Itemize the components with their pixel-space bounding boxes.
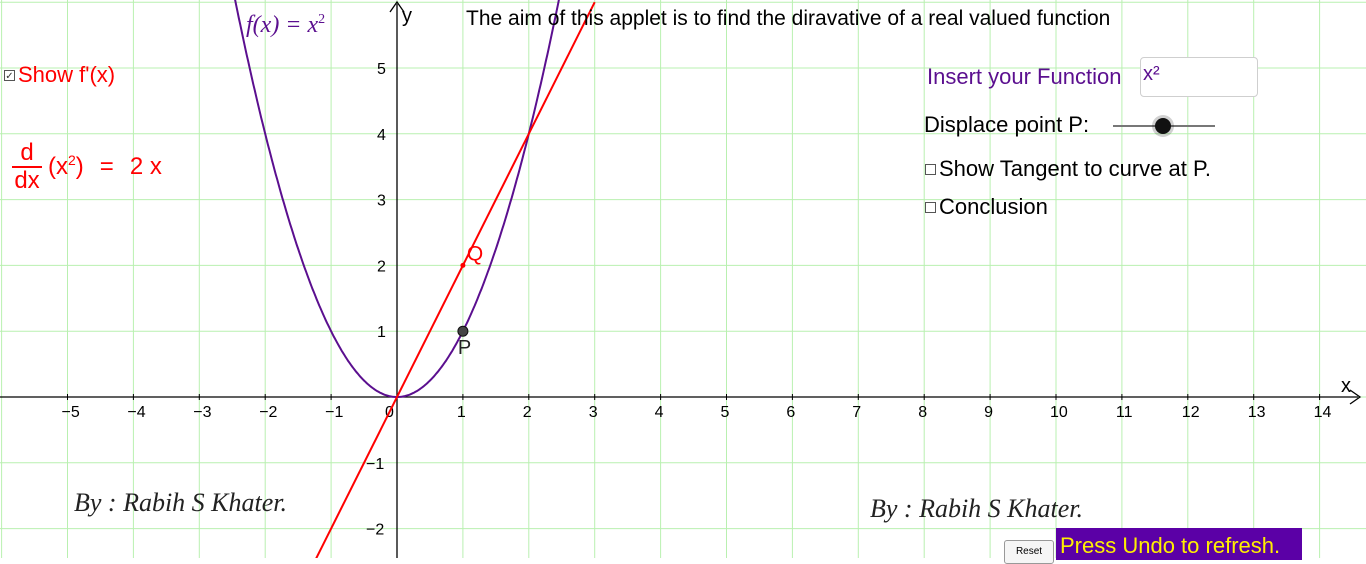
x-tick-label: −2 xyxy=(259,404,277,421)
tick-labels: −5−4−3−2−10123456789101112131412345−1−2 xyxy=(62,61,1332,539)
function-title-text: f(x) = x xyxy=(246,12,319,38)
point-p[interactable] xyxy=(457,325,469,337)
aim-text: The aim of this applet is to find the di… xyxy=(466,7,1111,30)
x-tick-label: 10 xyxy=(1050,404,1068,421)
insert-function-label: Insert your Function xyxy=(927,64,1122,89)
y-tick-label: −1 xyxy=(366,456,384,473)
byline-right: By : Rabih S Khater. xyxy=(870,494,1084,523)
conclusion-checkbox[interactable]: Conclusion xyxy=(925,194,1048,220)
derivative-numerator: d xyxy=(20,139,34,166)
show-tangent-label: Show Tangent to curve at P. xyxy=(939,156,1211,181)
point-q[interactable] xyxy=(460,262,466,268)
checkbox-unchecked-icon[interactable] xyxy=(925,201,936,213)
x-tick-label: −5 xyxy=(62,404,80,421)
y-tick-label: 3 xyxy=(377,193,386,210)
function-input[interactable]: x² xyxy=(1140,57,1258,97)
derivative-expression: d dx (x2) = 2 x xyxy=(12,140,162,194)
y-tick-label: −2 xyxy=(366,522,384,539)
point-q-label: Q xyxy=(467,242,483,265)
x-axis-label: x xyxy=(1341,375,1351,397)
x-axis-arrow xyxy=(1349,389,1362,405)
x-tick-label: 2 xyxy=(523,404,532,421)
slider-handle[interactable] xyxy=(1155,118,1171,134)
function-title-exponent: 2 xyxy=(318,12,326,27)
x-tick-label: 9 xyxy=(984,404,993,421)
derivative-result: 2 x xyxy=(129,152,162,180)
y-tick-label: 4 xyxy=(377,127,386,144)
y-tick-label: 2 xyxy=(377,258,386,275)
reset-button[interactable]: Reset xyxy=(1004,540,1054,564)
x-tick-label: 8 xyxy=(918,404,927,421)
derivative-argument-exponent: 2 xyxy=(68,152,76,169)
x-tick-label: −1 xyxy=(325,404,343,421)
point-p-label: P xyxy=(458,337,471,359)
x-tick-label: 6 xyxy=(786,404,795,421)
x-tick-label: 3 xyxy=(589,404,598,421)
derivative-denominator: dx xyxy=(14,166,40,194)
derivative-operator: d dx xyxy=(12,140,42,194)
tangent-line[interactable] xyxy=(315,1,596,558)
function-title: f(x) = x2 xyxy=(246,12,325,39)
y-tick-label: 1 xyxy=(377,324,386,341)
x-tick-label: 11 xyxy=(1116,404,1133,421)
x-tick-label: 7 xyxy=(852,404,861,421)
x-tick-label: 13 xyxy=(1248,404,1266,421)
x-tick-label: 14 xyxy=(1314,404,1332,421)
x-tick-label: −4 xyxy=(127,404,145,421)
fraction-bar xyxy=(12,166,42,168)
derivative-argument: (x2) xyxy=(48,152,84,181)
y-axis-label: y xyxy=(402,5,412,27)
derivative-argument-close: ) xyxy=(75,153,84,181)
x-tick-label: −3 xyxy=(193,404,211,421)
byline-left: By : Rabih S Khater. xyxy=(74,488,288,517)
x-tick-label: 12 xyxy=(1182,404,1200,421)
undo-notice: Press Undo to refresh. xyxy=(1056,528,1302,560)
show-derivative-checkbox[interactable]: ✓ Show f'(x) xyxy=(4,62,115,88)
equals-sign: = xyxy=(99,152,114,180)
x-tick-label: 4 xyxy=(655,404,664,421)
checkbox-unchecked-icon[interactable] xyxy=(925,163,936,175)
displace-point-label: Displace point P: xyxy=(924,112,1090,137)
show-derivative-label: Show f'(x) xyxy=(18,62,116,87)
derivative-argument-base: (x xyxy=(48,153,68,181)
conclusion-label: Conclusion xyxy=(939,194,1048,219)
show-tangent-checkbox[interactable]: Show Tangent to curve at P. xyxy=(925,156,1211,182)
y-tick-label: 5 xyxy=(377,61,386,78)
function-curve[interactable] xyxy=(226,0,581,398)
x-tick-label: 5 xyxy=(721,404,730,421)
x-tick-label: 1 xyxy=(457,404,466,421)
y-axis-arrow xyxy=(389,0,405,13)
checkbox-checked-icon[interactable]: ✓ xyxy=(4,69,15,82)
